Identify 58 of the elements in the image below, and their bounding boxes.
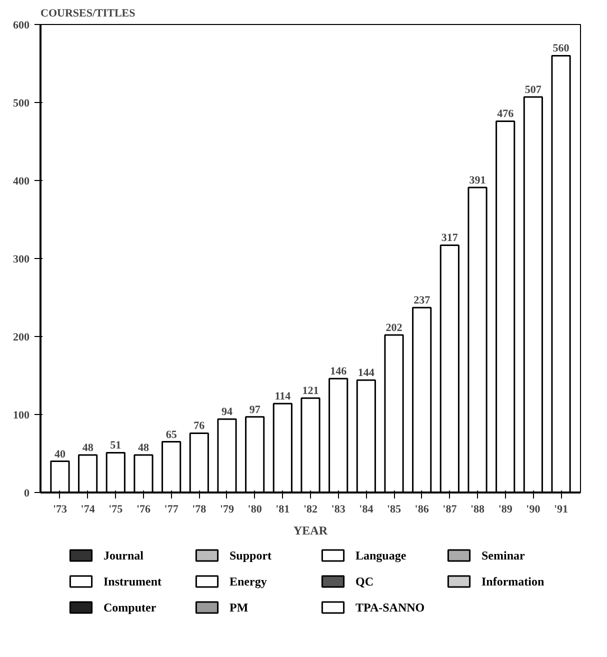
legend-label: PM xyxy=(230,600,248,614)
data-label: 476 xyxy=(497,108,514,120)
x-tick-label: '89 xyxy=(498,504,513,516)
data-label: 48 xyxy=(82,442,94,454)
x-tick-label: '74 xyxy=(80,504,96,516)
x-tick-label: '84 xyxy=(359,504,374,516)
data-label: 121 xyxy=(302,385,319,398)
legend-label: Computer xyxy=(104,600,157,614)
data-label: 40 xyxy=(54,448,66,460)
data-label: 144 xyxy=(358,367,375,380)
data-label: 48 xyxy=(138,442,150,454)
legend-label: Energy xyxy=(230,574,267,588)
x-axis-title: YEAR xyxy=(294,524,328,538)
data-label: 51 xyxy=(110,440,122,452)
data-label: 237 xyxy=(414,294,431,307)
data-label: 114 xyxy=(274,390,292,403)
data-label: 97 xyxy=(249,404,261,416)
x-tick-label: '85 xyxy=(386,504,402,516)
y-tick-label: 300 xyxy=(13,254,30,266)
data-label: 76 xyxy=(194,420,206,432)
y-tick-label: 500 xyxy=(13,98,30,110)
legend-label: TPA-SANNO xyxy=(356,600,425,614)
x-tick-label: '81 xyxy=(276,504,290,516)
legend-label: QC xyxy=(356,574,374,588)
x-tick-label: '91 xyxy=(554,504,568,516)
legend-label: Seminar xyxy=(482,548,526,562)
y-tick-label: 100 xyxy=(13,410,30,422)
legend-label: Support xyxy=(230,548,272,562)
x-tick-label: '77 xyxy=(164,504,179,516)
x-tick-label: '79 xyxy=(220,504,235,516)
y-axis-title: COURSES/TITLES xyxy=(40,8,136,20)
data-label: 146 xyxy=(330,366,348,378)
x-tick-label: '86 xyxy=(414,504,430,516)
x-tick-label: '80 xyxy=(248,504,262,516)
x-tick-label: '76 xyxy=(136,504,152,516)
x-tick-label: '73 xyxy=(52,504,68,516)
data-label: 560 xyxy=(552,42,570,55)
legend-label: Instrument xyxy=(104,574,162,588)
data-label: 202 xyxy=(386,322,403,334)
y-tick-label: 200 xyxy=(13,332,30,344)
x-tick-label: '78 xyxy=(192,504,207,516)
y-tick-label: 0 xyxy=(24,488,30,500)
data-label: 507 xyxy=(524,84,542,96)
legend-label: Information xyxy=(482,574,544,588)
data-label: 65 xyxy=(166,428,178,441)
x-tick-label: '88 xyxy=(470,504,486,516)
x-tick-label: '90 xyxy=(526,504,541,516)
x-tick-label: '87 xyxy=(442,504,458,516)
y-tick-label: 600 xyxy=(13,20,30,32)
data-label: 94 xyxy=(221,406,233,418)
data-label: 317 xyxy=(441,232,458,244)
legend-label: Language xyxy=(356,548,407,562)
legend-label: Journal xyxy=(104,548,144,562)
x-tick-label: '75 xyxy=(108,504,124,516)
y-tick-label: 400 xyxy=(13,176,30,188)
x-tick-label: '82 xyxy=(303,504,318,516)
x-tick-label: '83 xyxy=(331,504,346,516)
data-label: 391 xyxy=(469,174,486,187)
